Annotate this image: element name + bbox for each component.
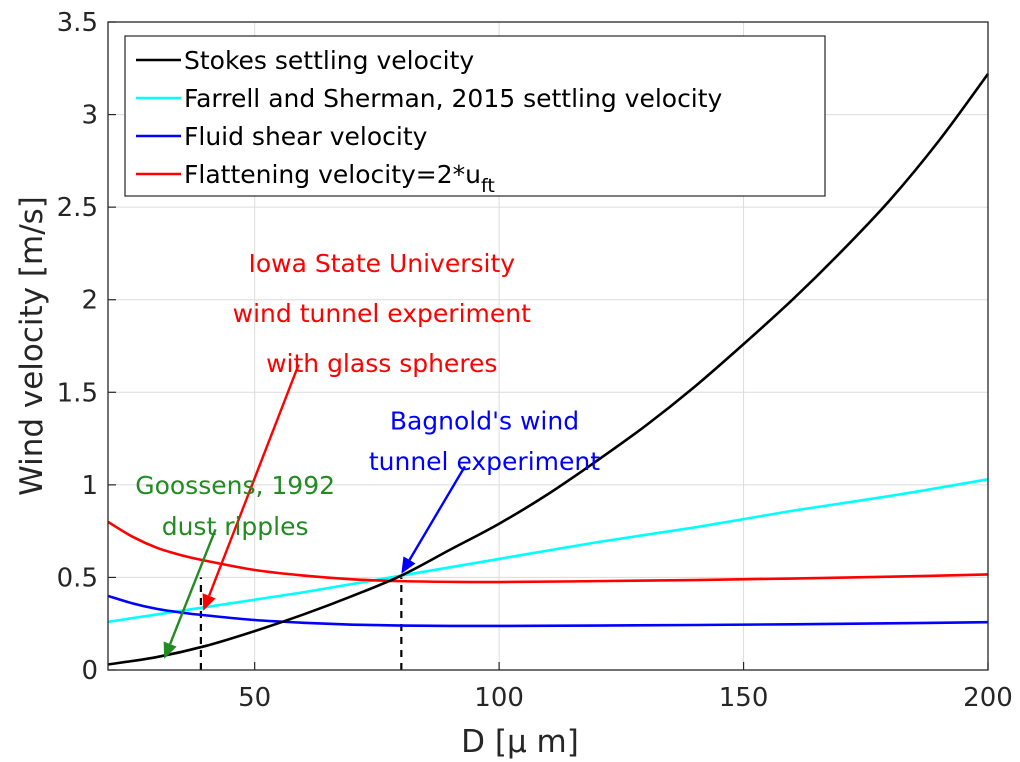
y-tick-label: 3.5 [57, 8, 98, 38]
legend-entry: Farrell and Sherman, 2015 settling veloc… [184, 84, 723, 113]
y-axis-label: Wind velocity [m/s] [14, 196, 50, 496]
x-tick-label: 100 [474, 683, 524, 713]
x-tick-label: 150 [719, 683, 769, 713]
annotation-arrowhead [202, 593, 216, 611]
annotation-text: tunnel experiment [369, 447, 600, 476]
legend-box [124, 35, 826, 197]
y-tick-label: 0.5 [57, 563, 98, 593]
annotation-text: wind tunnel experiment [233, 299, 531, 328]
y-tick-label: 3 [81, 101, 98, 131]
x-axis-label: D [μ m] [461, 724, 579, 760]
y-tick-label: 2.5 [57, 193, 98, 223]
annotation-text: Goossens, 1992 [135, 471, 335, 500]
y-tick-label: 1 [81, 471, 98, 501]
annotations: Iowa State University wind tunnel experim… [135, 249, 600, 659]
x-tick-label: 200 [963, 683, 1013, 713]
series-line-0 [107, 73, 990, 666]
legend: Stokes settling velocity Farrell and Sher… [124, 35, 826, 197]
series-line-1 [107, 478, 989, 624]
legend-entry: Fluid shear velocity [184, 122, 428, 151]
annotation-arrowhead [163, 641, 177, 659]
x-tick-label: 50 [238, 683, 271, 713]
legend-entry: Stokes settling velocity [184, 46, 474, 75]
plot-frame [107, 21, 989, 671]
y-tick-label: 0 [81, 656, 98, 686]
tick-labels: 50 100 150 200 0 0.5 1 1.5 2 2.5 3 3.5 [57, 8, 1013, 713]
annotation-arrow [168, 528, 217, 645]
series-lines [107, 73, 990, 666]
reference-lines [199, 577, 403, 670]
series-line-3 [107, 520, 989, 584]
y-tick-label: 1.5 [57, 378, 98, 408]
annotation-arrow [408, 465, 466, 561]
annotation-arrow [207, 364, 300, 597]
annotation-text: dust ripples [162, 512, 309, 541]
legend-subscript: ft [481, 175, 495, 197]
y-tick-label: 2 [81, 286, 98, 316]
annotation-text: Bagnold's wind [390, 406, 579, 435]
annotation-text: Iowa State University [248, 249, 515, 278]
annotation-arrowhead [401, 556, 416, 574]
annotation-text: with glass spheres [266, 349, 497, 378]
series-line-2 [107, 594, 989, 628]
